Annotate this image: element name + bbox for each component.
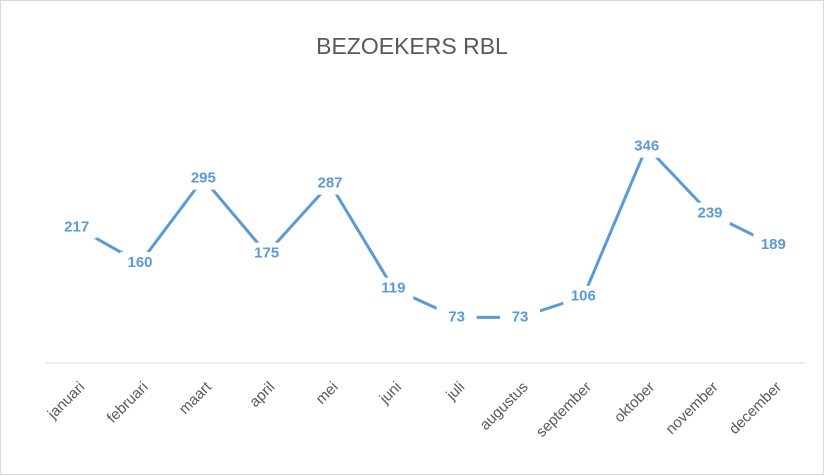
data-line bbox=[75, 145, 774, 319]
data-label: 160 bbox=[127, 254, 152, 271]
label-bg bbox=[373, 277, 414, 300]
data-label: 217 bbox=[64, 218, 89, 235]
data-label: 106 bbox=[571, 288, 596, 305]
label-bg bbox=[310, 172, 350, 195]
label-bg bbox=[183, 167, 224, 190]
data-label: 239 bbox=[697, 205, 722, 222]
data-label: 295 bbox=[191, 170, 216, 187]
data-label: 73 bbox=[448, 308, 465, 325]
label-bg bbox=[690, 202, 730, 225]
label-bg bbox=[246, 242, 287, 265]
data-label: 175 bbox=[254, 245, 279, 262]
label-bg bbox=[563, 285, 604, 308]
data-label: 189 bbox=[761, 236, 786, 253]
data-label: 119 bbox=[381, 280, 405, 297]
label-bg bbox=[500, 306, 540, 329]
label-bg bbox=[56, 216, 97, 239]
label-bg bbox=[753, 233, 794, 256]
data-label: 287 bbox=[317, 175, 342, 192]
label-bg bbox=[436, 306, 477, 329]
label-bg bbox=[120, 252, 160, 274]
label-bg bbox=[626, 135, 667, 158]
data-label: 73 bbox=[512, 308, 529, 325]
data-label: 346 bbox=[634, 138, 659, 155]
chart-title: BEZOEKERS RBL bbox=[316, 33, 508, 59]
